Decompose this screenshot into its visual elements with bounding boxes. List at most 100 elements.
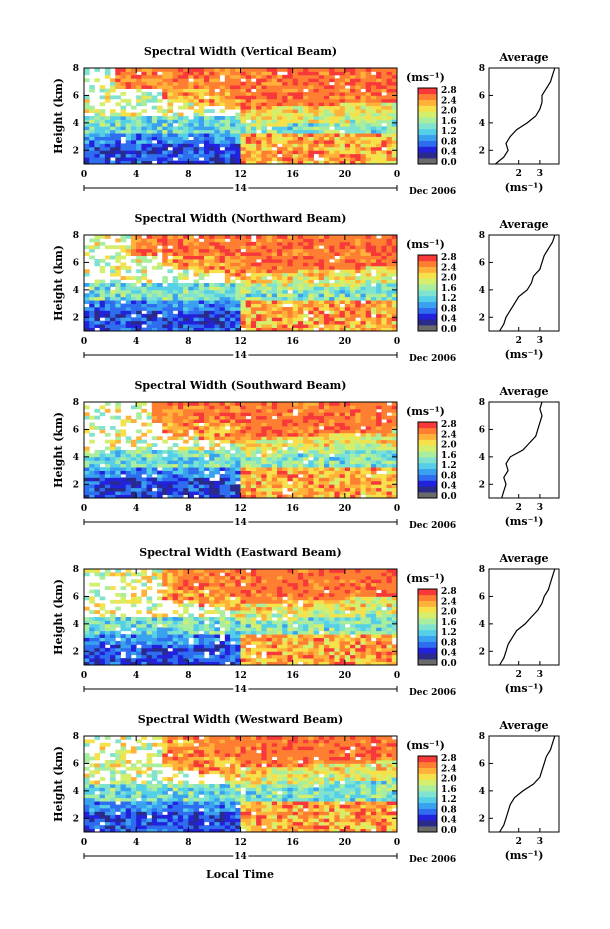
heatmap-cell [84,654,90,659]
heatmap-cell [277,300,283,304]
heatmap-cell [376,402,382,406]
heatmap-cell [151,293,158,298]
heatmap-cell [282,133,288,137]
heatmap-cell [344,283,351,287]
heatmap-cell [370,320,377,325]
heatmap-cell [230,494,236,499]
heatmap-cell [250,474,257,478]
heatmap-cell [193,269,200,274]
heatmap-cell [360,262,367,267]
heatmap-cell [308,460,314,465]
heatmap-cell [381,432,387,437]
heatmap-cell [115,593,121,597]
heatmap-cell [370,327,377,332]
heatmap-cell [120,74,127,79]
heatmap-cell [318,262,325,267]
heatmap-cell [94,324,101,328]
heatmap-cell [282,85,288,89]
heatmap-cell [115,324,121,328]
heatmap-cell [136,429,142,434]
heatmap-cell [308,450,314,454]
heatmap-cell [224,88,231,93]
heatmap-cell [146,310,153,315]
heatmap-cell [334,487,341,492]
heatmap-cell [146,480,153,485]
heatmap-cell [183,283,189,287]
heatmap-cell [287,160,294,165]
heatmap-cell [146,238,153,243]
heatmap-cell [344,491,351,495]
heatmap-cell [193,119,200,124]
heatmap-cell [271,157,278,161]
heatmap-cell [391,446,398,451]
heatmap-cell [172,119,179,124]
heatmap-cell [130,494,137,499]
heatmap-cell [198,119,205,124]
heatmap-cell [256,88,262,93]
heatmap-cell [266,491,273,495]
heatmap-cell [386,436,393,441]
heatmap-cell [214,463,221,468]
heatmap-cell [172,484,179,489]
heatmap-cell [219,429,226,434]
heatmap-cell [157,160,163,165]
heatmap-cell [292,248,299,253]
panel-eastward: Spectral Width (Eastward Beam)2468Height… [52,546,560,698]
heatmap-cell [224,74,231,79]
heatmap-cell [188,88,194,93]
heatmap-cell [250,95,257,100]
heatmap-cell [365,480,372,485]
heatmap-cell [391,245,398,250]
heatmap-cell [381,317,387,322]
heatmap-cell [209,81,215,86]
heatmap-cell [104,68,111,72]
heatmap-cell [125,661,132,666]
heatmap-cell [297,419,304,423]
heatmap-cell [203,415,210,420]
heatmap-cell [120,68,127,72]
heatmap-cell [99,133,106,137]
heatmap-cell [360,415,367,420]
heatmap-cell [183,439,189,444]
heatmap-cell [271,248,278,253]
heatmap-cell [339,494,346,499]
heatmap-cell [297,68,304,72]
heatmap-cell [89,634,95,638]
heatmap-cell [282,255,288,260]
heatmap-cell [250,429,257,434]
heatmap-cell [271,68,278,72]
heatmap-cell [219,450,226,454]
heatmap-cell [360,446,367,451]
heatmap-cell [240,276,247,280]
heatmap-cell [297,119,304,124]
heatmap-cell [297,310,304,315]
heatmap-cell [318,143,325,148]
heatmap-cell [141,480,147,485]
heatmap-cell [376,429,382,434]
heatmap-cell [151,146,158,151]
heatmap-cell [303,450,309,454]
heatmap-cell [115,470,121,475]
heatmap-cell [329,78,335,83]
heatmap-cell [198,470,205,475]
heatmap-cell [183,241,189,246]
heatmap-cell [391,150,398,155]
average-y-tick-label: 8 [479,64,485,74]
heatmap-cell [339,102,346,107]
heatmap-cell [151,129,158,134]
heatmap-cell [183,146,189,151]
heatmap-cell [130,241,137,246]
heatmap-cell [240,241,247,246]
heatmap-cell [381,313,387,318]
heatmap-cell [110,150,116,155]
heatmap-cell [297,157,304,161]
heatmap-cell [292,283,299,287]
heatmap-cell [355,426,361,430]
heatmap-cell [386,146,393,151]
heatmap-cell [214,245,221,250]
heatmap-cell [193,307,200,311]
heatmap-cell [214,303,221,308]
heatmap-cell [391,153,398,158]
heatmap-cell [151,647,158,652]
heatmap-cell [125,248,132,253]
